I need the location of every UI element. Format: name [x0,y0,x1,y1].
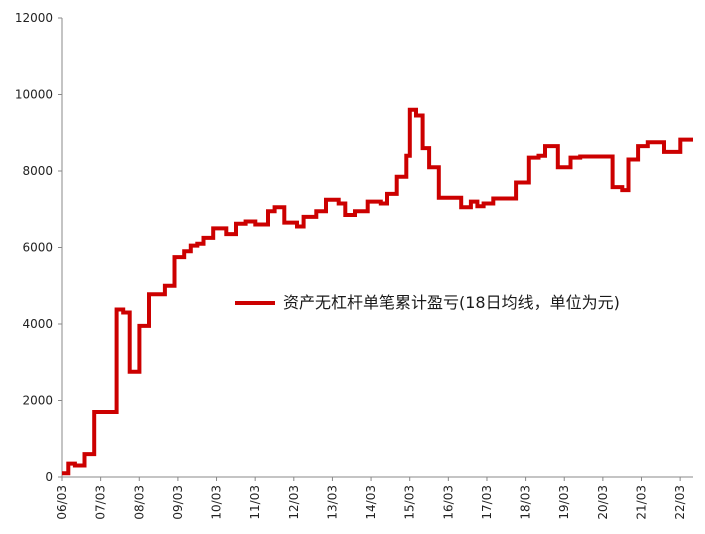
x-tick-label: 18/03 [519,485,533,520]
x-tick-label: 15/03 [403,485,417,520]
x-tick-label: 08/03 [132,485,146,520]
series-group [62,107,693,476]
x-tick-label: 17/03 [480,485,494,520]
x-tick-label: 13/03 [325,485,339,520]
x-tick-label: 06/03 [55,485,69,520]
x-tick-label: 12/03 [287,485,301,520]
x-tick-label: 21/03 [635,485,649,520]
legend-label: 资产无杠杆单笔累计盈亏(18日均线，单位为元) [283,293,620,312]
x-tick-label: 07/03 [94,485,108,520]
x-tick-label: 16/03 [441,485,455,520]
x-tick-label: 11/03 [248,485,262,520]
x-tick-label: 19/03 [557,485,571,520]
x-tick-label: 10/03 [210,485,224,520]
y-tick-label: 6000 [22,241,53,255]
y-tick-label: 4000 [22,317,53,331]
y-tick-label: 12000 [15,11,53,25]
legend-swatch [235,301,275,305]
y-tick-label: 10000 [15,88,53,102]
x-tick-label: 22/03 [673,485,687,520]
x-tick-label: 14/03 [364,485,378,520]
y-tick-label: 8000 [22,164,53,178]
y-axis: 0 2000 4000 6000 8000 10000 12000 [15,11,63,484]
x-axis: 06/03 07/03 08/03 09/03 10/03 11/03 12/03 13/03… [55,476,693,520]
y-tick-label: 2000 [22,394,53,408]
x-tick-label: 20/03 [596,485,610,520]
legend: 资产无杠杆单笔累计盈亏(18日均线，单位为元) [235,290,675,316]
y-tick-label: 0 [45,470,53,484]
series-line [62,107,693,476]
x-tick-label: 09/03 [171,485,185,520]
